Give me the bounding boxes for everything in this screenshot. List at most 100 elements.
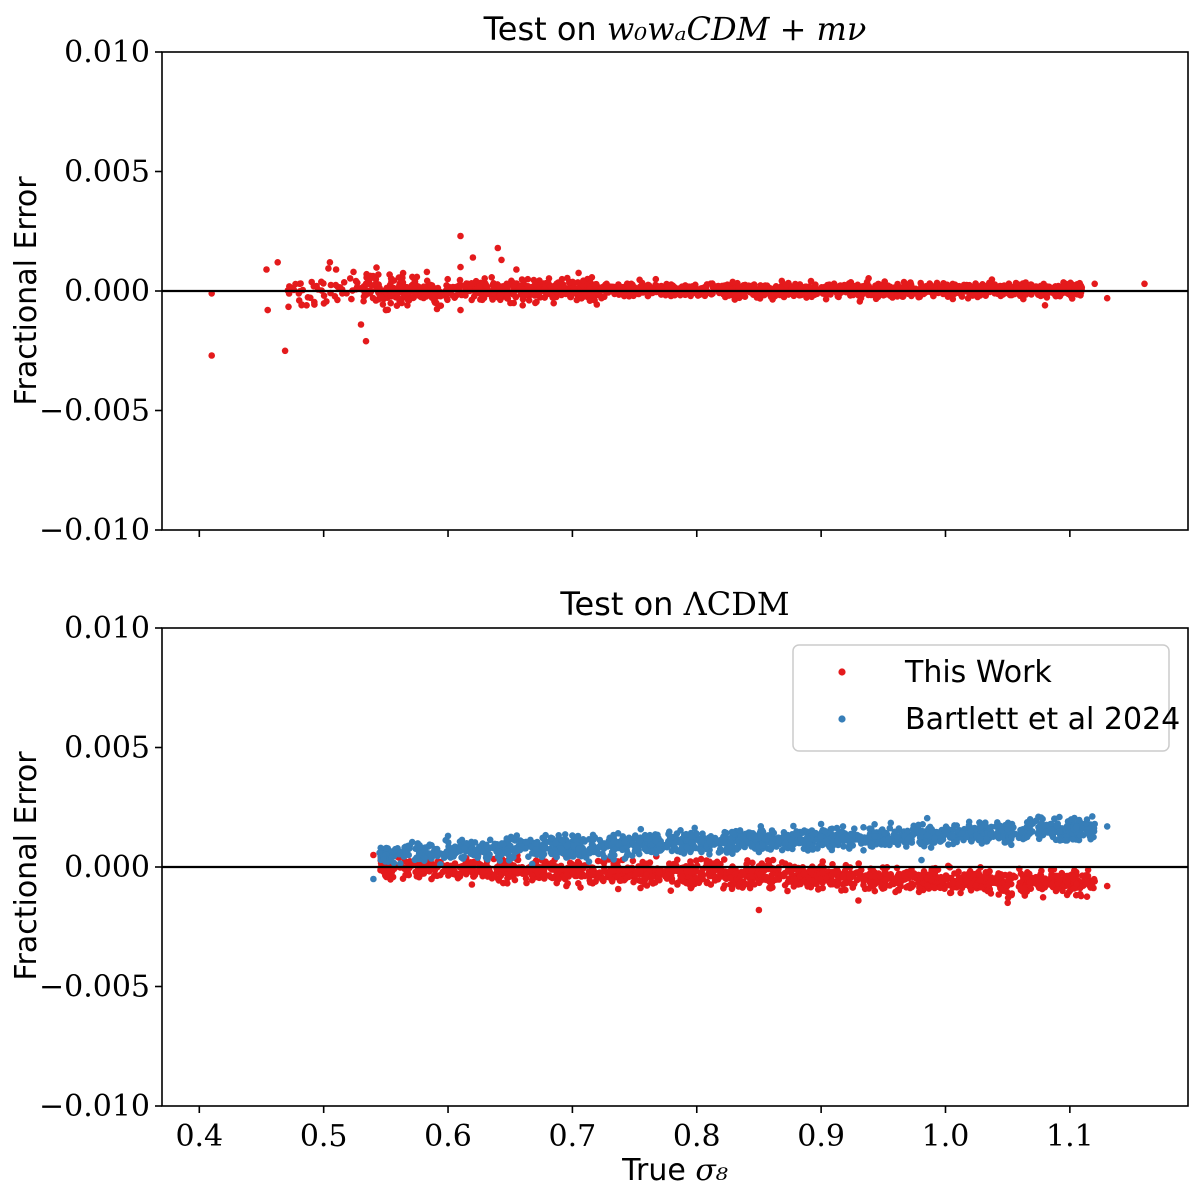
data-point <box>1083 893 1091 900</box>
data-point <box>469 254 477 261</box>
data-point <box>586 849 593 857</box>
data-point <box>724 281 731 289</box>
data-point <box>491 871 499 878</box>
data-point <box>938 876 946 884</box>
data-point <box>402 848 409 855</box>
data-point <box>824 288 832 296</box>
data-point <box>667 887 675 894</box>
data-point <box>803 834 811 842</box>
data-point <box>348 295 355 303</box>
data-point <box>826 843 833 851</box>
data-point <box>390 859 398 867</box>
data-point <box>893 832 901 840</box>
data-point <box>1027 822 1034 829</box>
data-point <box>1032 873 1040 881</box>
data-point <box>326 259 334 266</box>
data-point <box>931 884 938 892</box>
data-point <box>809 877 816 885</box>
data-point <box>682 282 689 289</box>
data-point <box>563 882 570 890</box>
data-point <box>575 845 583 852</box>
data-point <box>667 875 675 883</box>
data-point <box>718 283 726 291</box>
bottom-panel-points <box>370 813 1111 914</box>
data-point <box>727 874 734 882</box>
data-point <box>856 298 864 305</box>
data-point <box>655 869 663 877</box>
data-point <box>984 887 991 895</box>
data-point <box>468 849 476 857</box>
data-point <box>457 263 464 271</box>
data-point <box>437 288 444 296</box>
x-tick-label: 1.0 <box>922 1119 970 1154</box>
legend: This Work Bartlett et al 2024 <box>792 644 1180 752</box>
data-point <box>1024 869 1031 876</box>
data-point <box>552 867 560 874</box>
data-point <box>1103 823 1111 830</box>
data-point <box>457 306 464 314</box>
data-point <box>500 283 507 290</box>
data-point <box>994 284 1002 292</box>
data-point <box>688 883 695 890</box>
data-point <box>950 291 957 298</box>
data-point <box>1053 872 1061 880</box>
data-point <box>860 847 867 854</box>
data-point <box>835 880 843 887</box>
data-point <box>506 873 514 880</box>
data-point <box>739 870 747 878</box>
data-point <box>975 868 982 876</box>
data-point <box>334 296 341 304</box>
data-point <box>1043 283 1051 290</box>
data-point <box>871 821 878 828</box>
data-point <box>448 862 455 870</box>
data-point <box>630 878 637 886</box>
data-point <box>292 280 299 288</box>
data-point <box>325 265 332 272</box>
data-point <box>819 841 826 849</box>
data-point <box>1035 882 1043 890</box>
data-point <box>915 821 922 829</box>
data-point <box>423 268 431 276</box>
data-point <box>555 875 562 883</box>
data-point <box>274 259 282 266</box>
data-point <box>871 833 879 840</box>
data-point <box>958 293 966 300</box>
bottom-panel-title: Test on ΛCDM <box>559 585 789 623</box>
data-point <box>965 822 973 829</box>
data-point <box>595 869 602 877</box>
data-point <box>607 852 614 860</box>
data-point <box>548 859 556 867</box>
data-point <box>489 296 496 303</box>
data-point <box>649 880 657 887</box>
data-point <box>370 851 377 859</box>
data-point <box>748 843 756 850</box>
data-point <box>483 283 491 291</box>
data-point <box>448 851 455 858</box>
data-point <box>803 880 811 888</box>
data-point <box>547 848 555 856</box>
data-point <box>997 885 1004 892</box>
data-point <box>698 838 705 845</box>
data-point <box>967 827 975 835</box>
x-tick-label: 0.8 <box>673 1119 721 1154</box>
data-point <box>1141 280 1148 288</box>
y-tick-label: 0.005 <box>64 731 150 766</box>
data-point <box>362 337 370 345</box>
data-point <box>471 839 479 846</box>
data-point <box>997 822 1004 830</box>
data-point <box>1091 280 1098 288</box>
data-point <box>918 871 926 879</box>
data-point <box>503 835 511 842</box>
data-point <box>552 839 560 847</box>
data-point <box>723 829 730 837</box>
data-point <box>311 301 318 308</box>
data-point <box>1056 837 1064 844</box>
data-point <box>757 871 764 878</box>
data-point <box>623 874 630 881</box>
data-point <box>332 266 340 273</box>
data-point <box>728 885 736 893</box>
data-point <box>790 822 797 830</box>
data-point <box>320 300 328 307</box>
data-point <box>370 875 377 883</box>
